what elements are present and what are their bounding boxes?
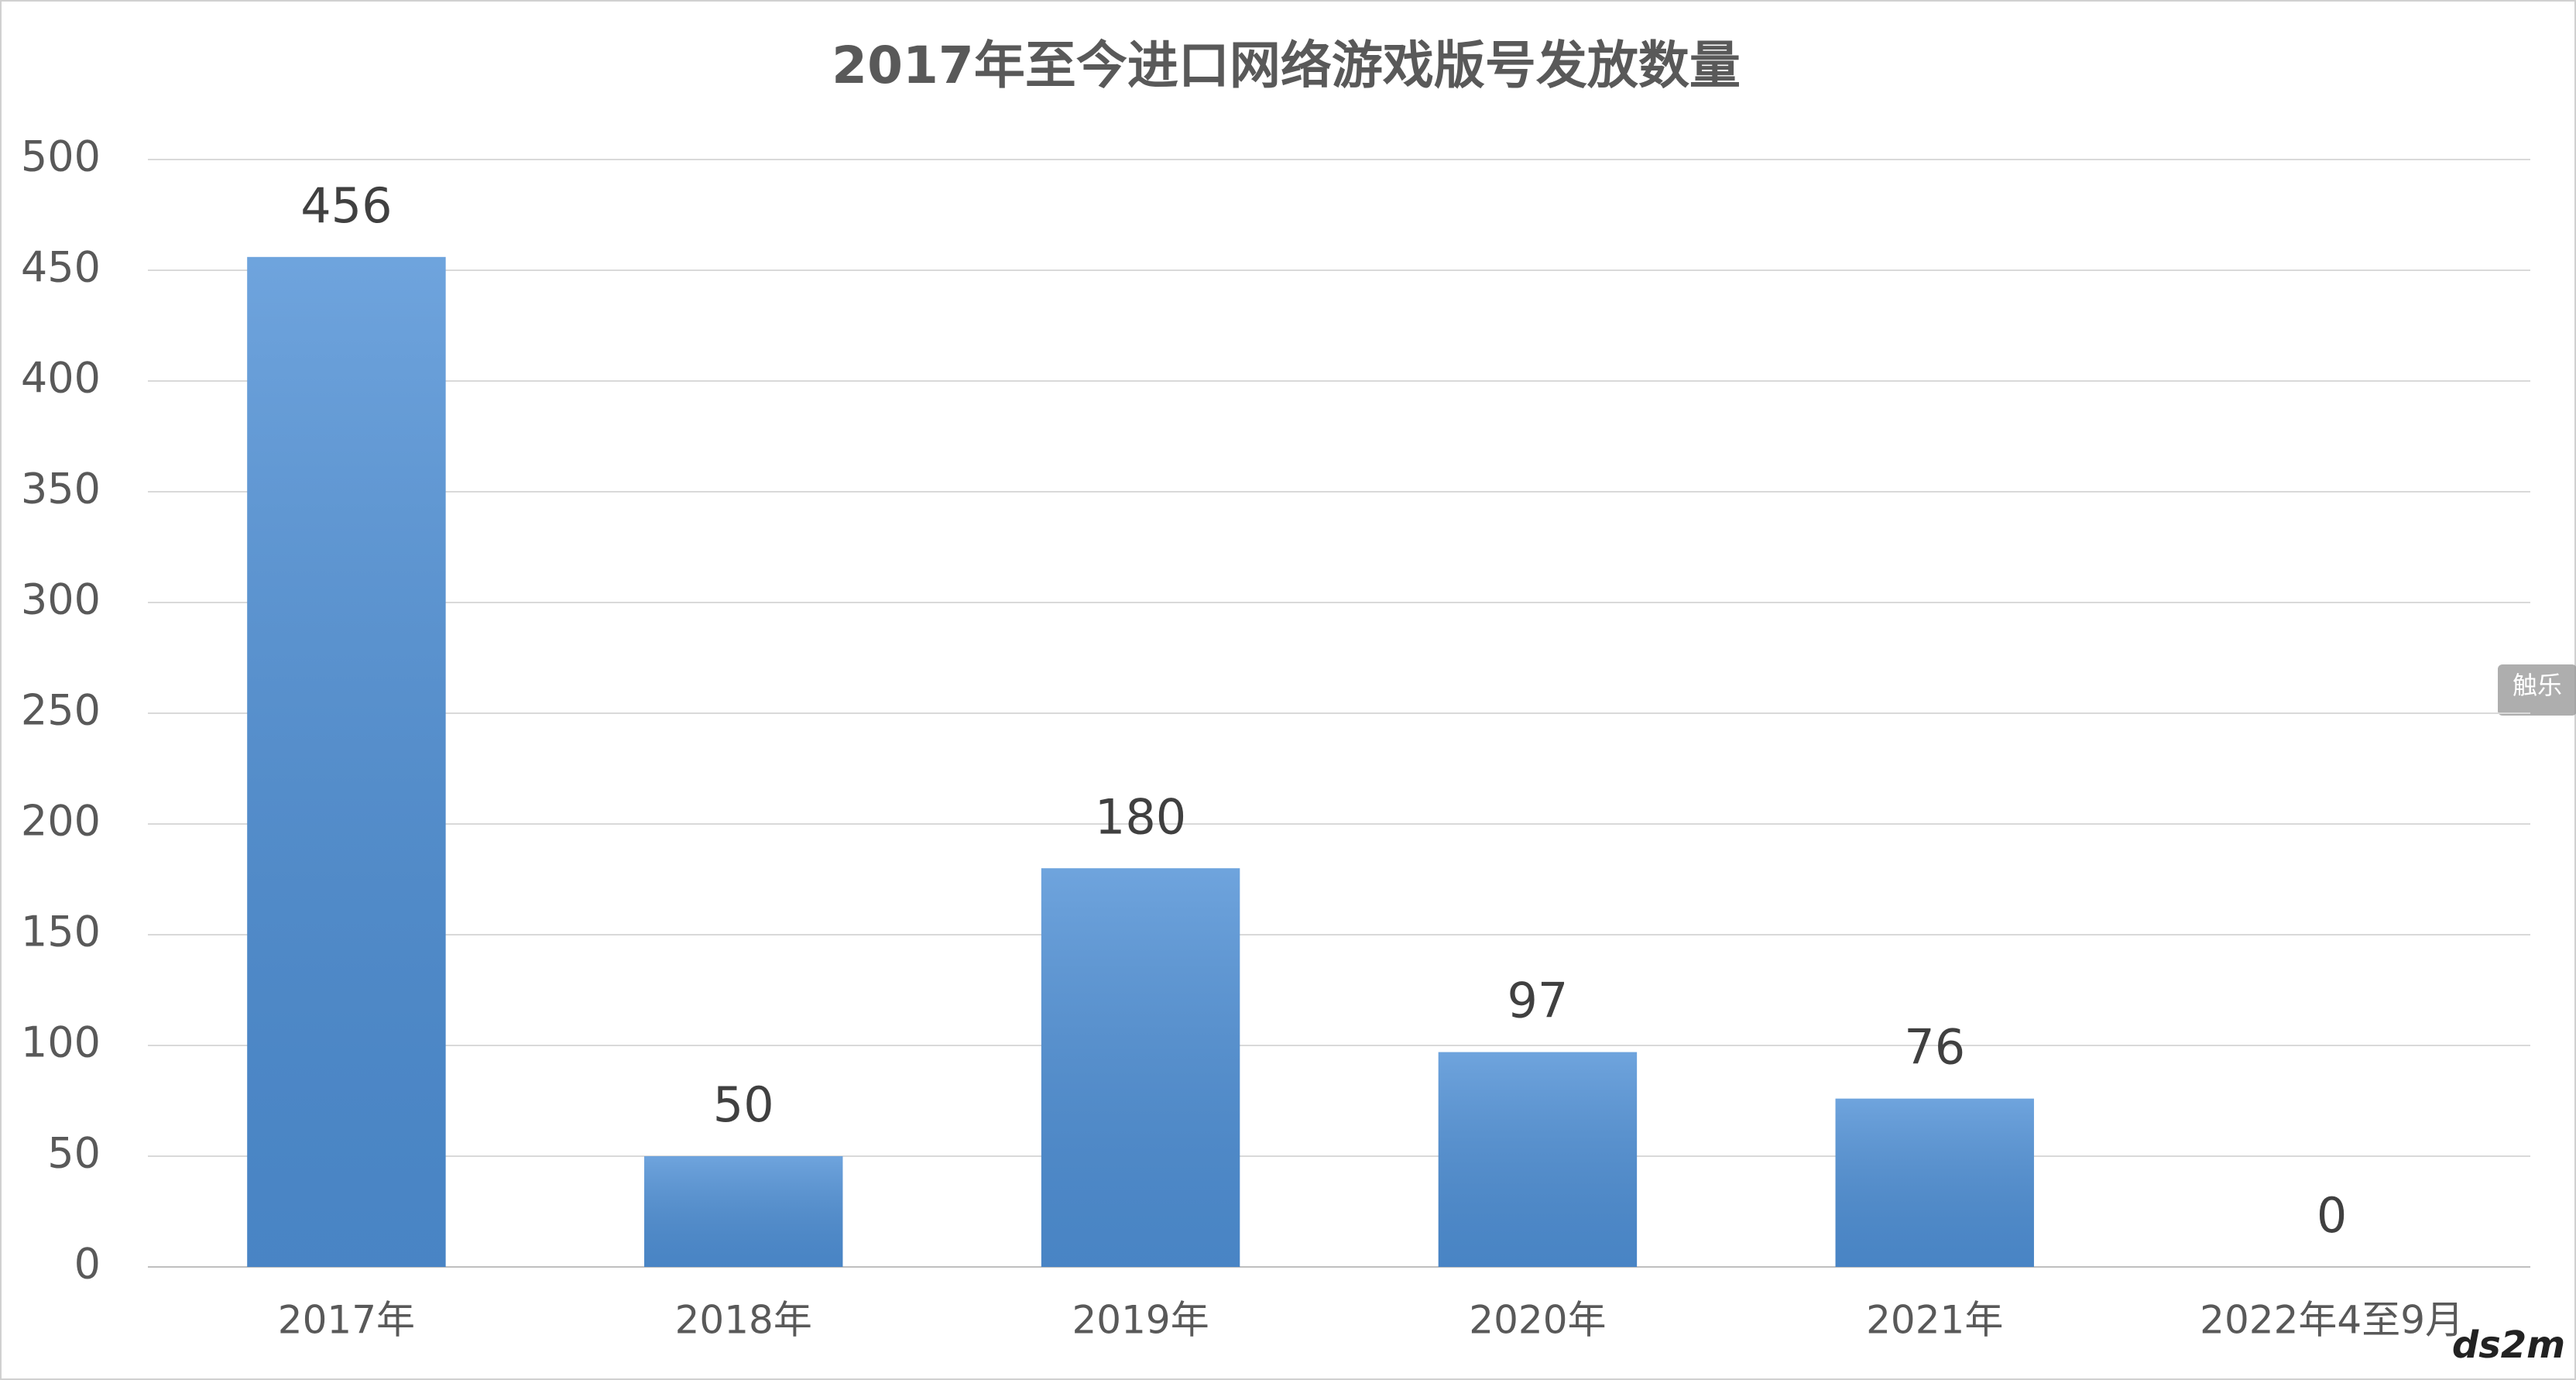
y-tick-label: 300	[21, 575, 101, 624]
bar-shade	[1438, 1052, 1638, 1267]
bar-shade	[247, 256, 446, 1268]
y-tick-label: 100	[21, 1018, 101, 1067]
bar-shade	[644, 1156, 843, 1267]
y-tick-label: 250	[21, 686, 101, 735]
x-tick-label: 2020年	[1469, 1298, 1606, 1343]
data-label: 180	[1095, 788, 1186, 845]
watermark: ds2m	[2452, 1323, 2565, 1367]
x-tick-label: 2019年	[1072, 1298, 1209, 1343]
watermark-box	[2498, 664, 2576, 716]
data-label: 76	[1904, 1019, 1965, 1076]
y-tick-label: 500	[21, 132, 101, 181]
x-tick-label: 2018年	[675, 1298, 812, 1343]
bar-shade	[1041, 868, 1240, 1267]
y-tick-label: 400	[21, 354, 101, 403]
y-tick-label: 200	[21, 797, 101, 846]
y-tick-label: 150	[21, 908, 101, 956]
bar-shade	[1835, 1098, 2034, 1267]
data-label: 97	[1507, 973, 1568, 1029]
y-tick-label: 450	[21, 243, 101, 292]
x-tick-label: 2017年	[278, 1298, 415, 1343]
watermark: 触乐	[2513, 671, 2562, 700]
y-tick-label: 50	[47, 1129, 101, 1178]
x-tick-label: 2022年4至9月	[2200, 1298, 2464, 1343]
y-tick-label: 0	[74, 1240, 101, 1289]
data-label: 0	[2317, 1187, 2347, 1244]
data-label: 50	[713, 1076, 774, 1133]
chart-title: 2017年至今进口网络游戏版号发放数量	[832, 36, 1741, 95]
x-tick-label: 2021年	[1866, 1298, 2003, 1343]
data-label: 456	[300, 177, 392, 234]
y-tick-label: 350	[21, 465, 101, 513]
